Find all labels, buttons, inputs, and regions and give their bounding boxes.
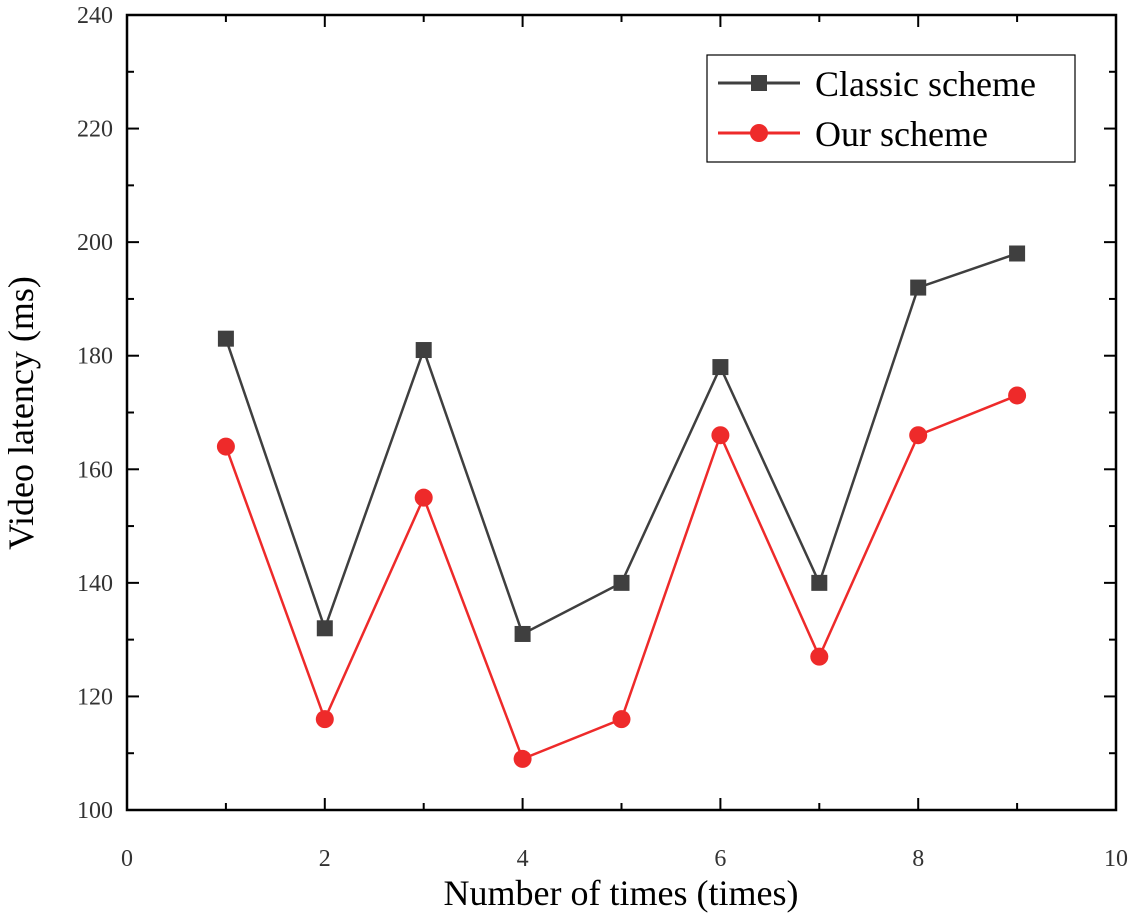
series-classic-scheme: [217, 245, 1026, 642]
data-point-circle: [513, 749, 532, 768]
series-layer: [216, 245, 1027, 768]
data-point-square: [1009, 245, 1026, 262]
data-point-square: [712, 359, 729, 376]
data-point-square: [415, 342, 432, 359]
x-tick-label: 10: [1104, 846, 1128, 872]
data-point-square: [910, 279, 927, 296]
series-our-scheme: [216, 386, 1027, 768]
x-tick-label: 2: [319, 846, 331, 872]
data-point-square: [316, 620, 333, 637]
legend-label-ours: Our scheme: [815, 114, 988, 154]
x-tick-label: 6: [714, 846, 726, 872]
x-tick-label: 8: [912, 846, 924, 872]
data-point-circle: [711, 426, 730, 445]
y-tick-label: 220: [77, 117, 113, 143]
y-tick-label: 200: [77, 230, 113, 256]
data-point-square: [514, 625, 531, 642]
data-point-circle: [810, 647, 829, 666]
data-point-circle: [612, 710, 631, 729]
y-axis-tick-labels: 100 120 140 160 180 200 220 240: [77, 3, 113, 824]
legend: Classic scheme Our scheme: [706, 54, 1076, 163]
data-point-square: [811, 574, 828, 591]
legend-marker-circle-icon: [750, 124, 768, 142]
x-axis-ticks: [126, 15, 1117, 810]
legend-label-classic: Classic scheme: [815, 64, 1036, 104]
y-tick-label: 140: [77, 571, 113, 597]
y-tick-label: 240: [77, 3, 113, 29]
x-axis-tick-labels: 0 2 4 6 8 10: [121, 846, 1128, 872]
data-point-circle: [909, 426, 928, 445]
x-axis-title: Number of times (times): [444, 873, 799, 913]
y-tick-label: 100: [77, 798, 113, 824]
data-point-square: [217, 330, 234, 347]
data-point-circle: [216, 437, 235, 456]
y-tick-label: 160: [77, 457, 113, 483]
y-axis-ticks: [127, 14, 1116, 811]
data-point-circle: [315, 710, 334, 729]
y-tick-label: 120: [77, 684, 113, 710]
data-point-square: [613, 574, 630, 591]
legend-marker-square-icon: [751, 75, 767, 91]
x-tick-label: 0: [121, 846, 133, 872]
data-point-circle: [1008, 386, 1027, 405]
x-tick-label: 4: [517, 846, 529, 872]
y-axis-title: Video latency (ms): [1, 276, 41, 550]
legend-box: [706, 54, 1076, 163]
y-tick-label: 180: [77, 344, 113, 370]
data-point-circle: [414, 488, 433, 507]
